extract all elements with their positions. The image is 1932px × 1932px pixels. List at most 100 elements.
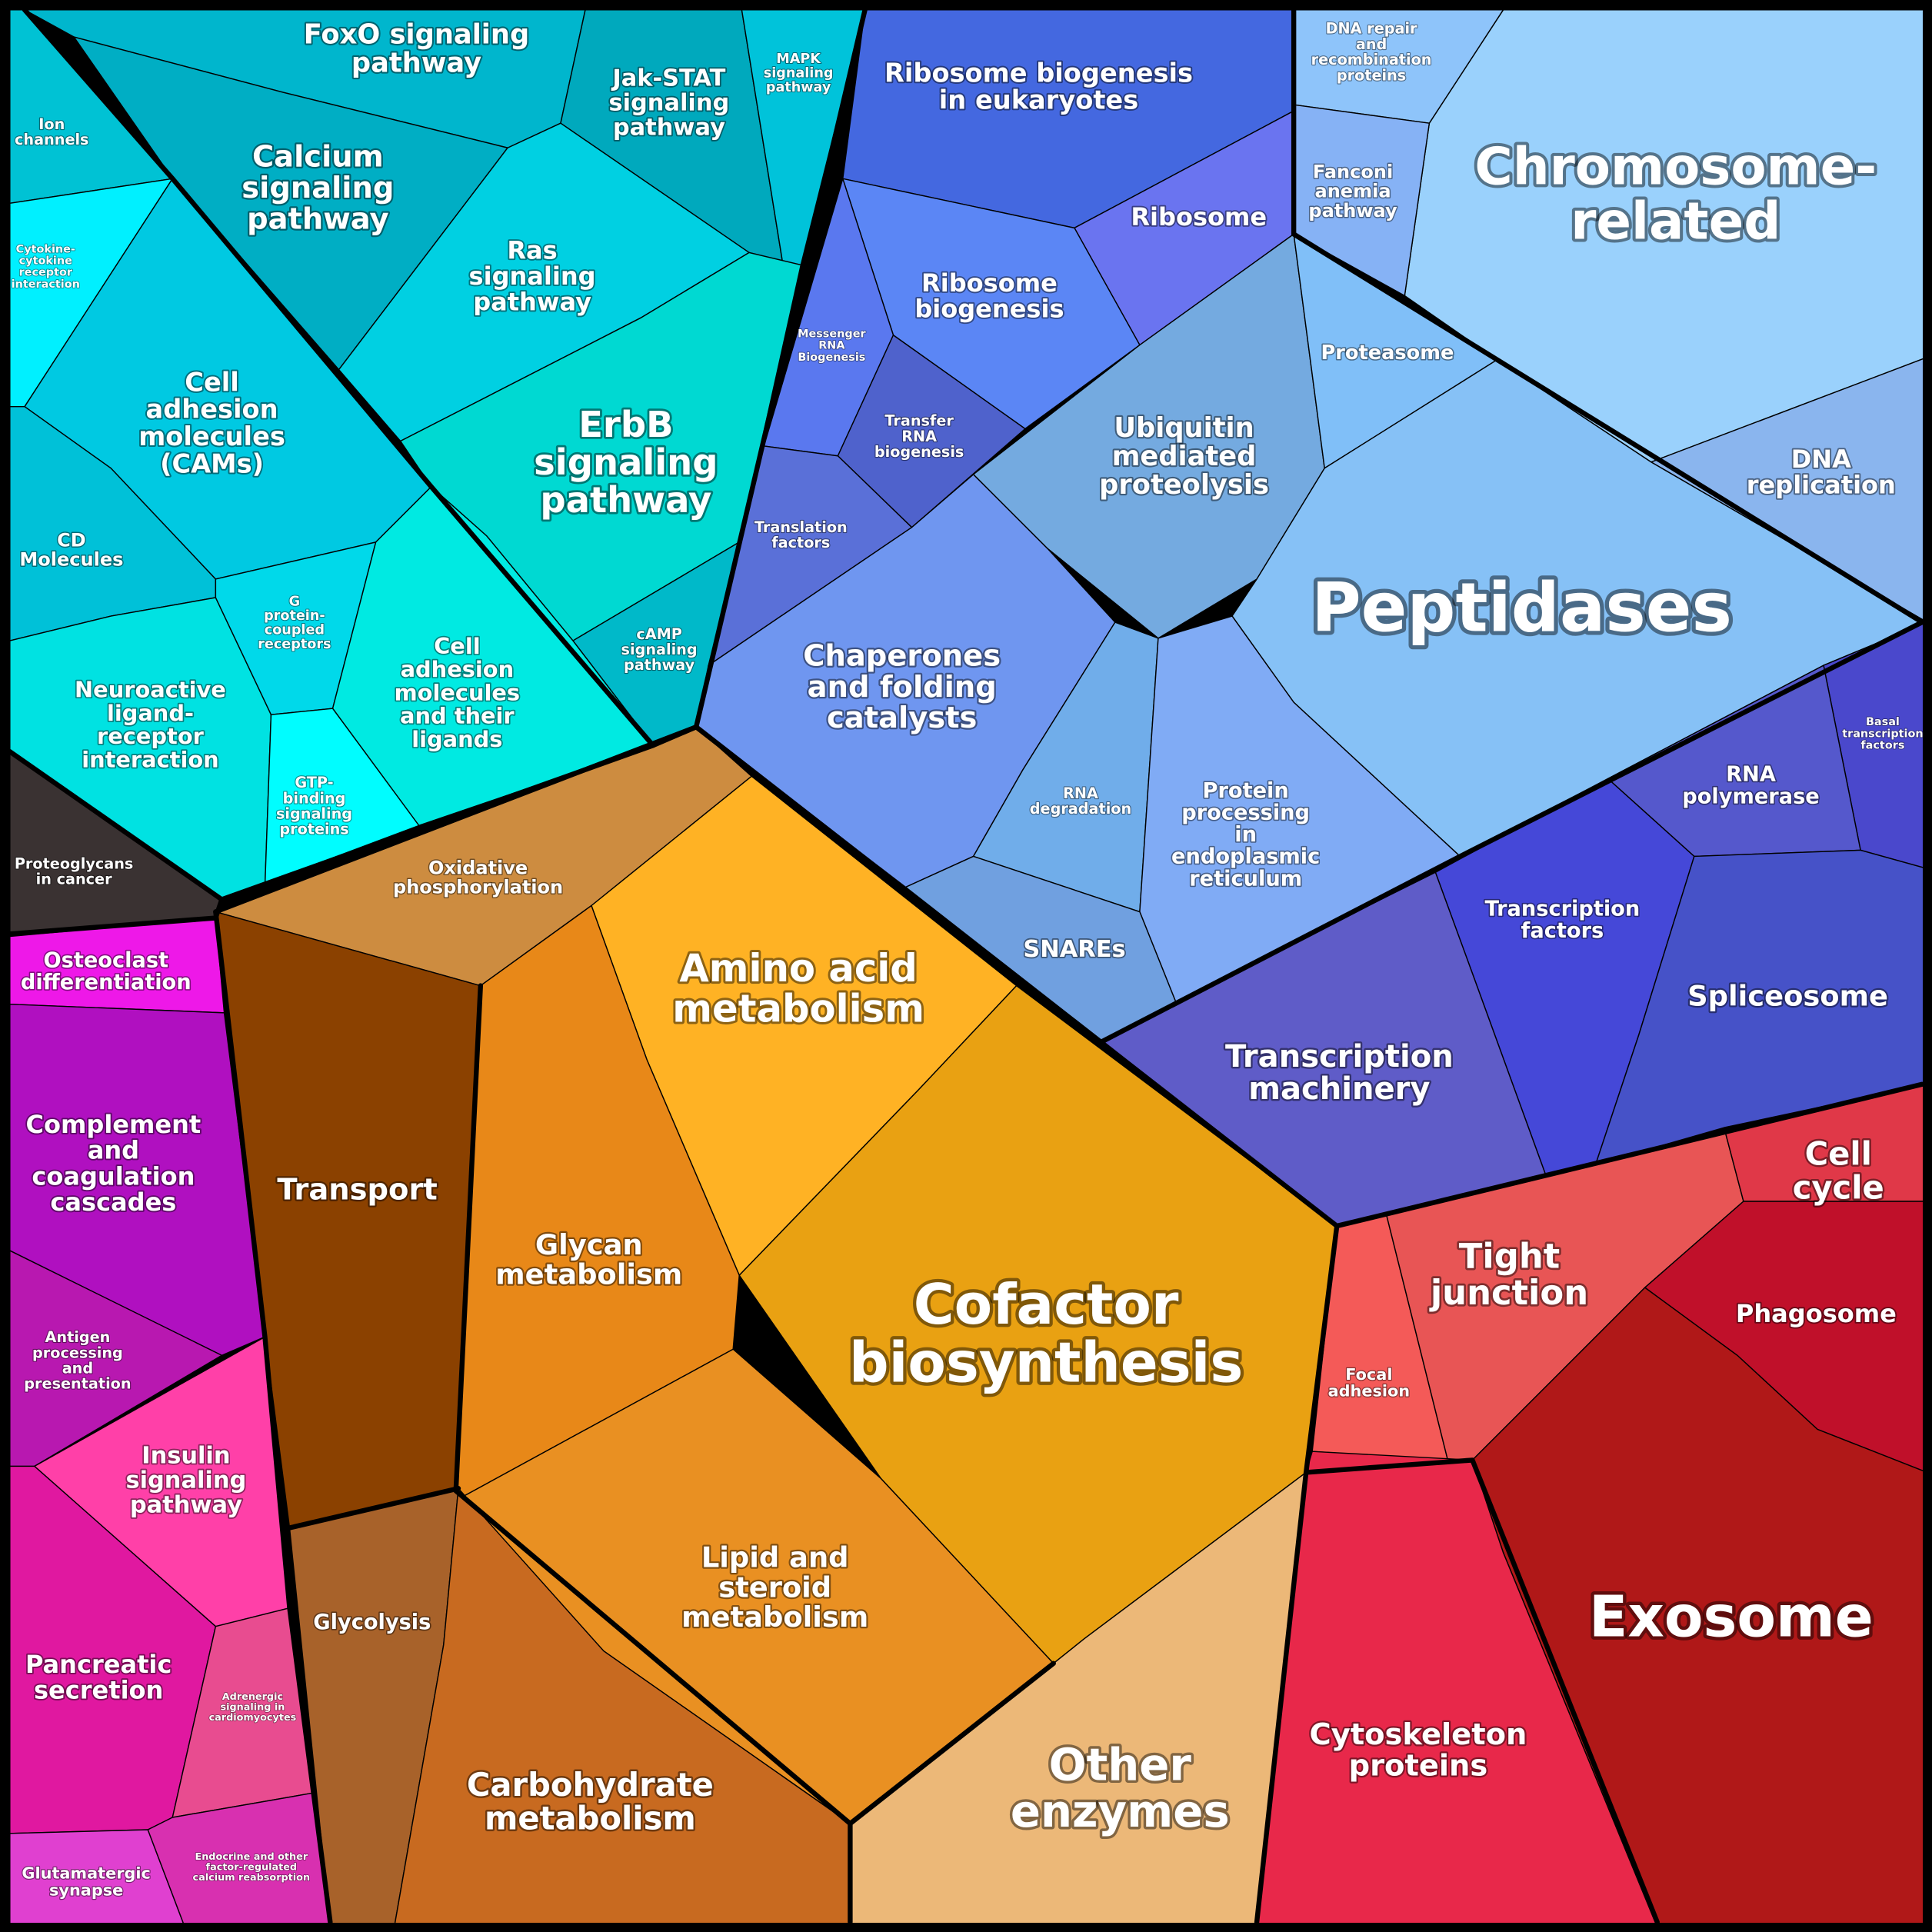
label-line: Complement: [26, 1110, 202, 1139]
border: [453, 983, 1056, 1827]
label-line: pathway: [473, 288, 591, 317]
label-line: Cytokine-: [16, 243, 75, 255]
label-line: in eukaryotes: [939, 85, 1138, 115]
label-line: Carbohydrate: [467, 1766, 714, 1804]
label-line: RNA: [901, 428, 937, 445]
label-line: presentation: [24, 1375, 131, 1393]
label-line: adhesion: [146, 395, 278, 425]
label-line: secretion: [34, 1675, 163, 1704]
label-line: and their: [400, 703, 515, 729]
label-line: Cell: [434, 633, 480, 659]
label-line: Amino acid: [679, 946, 917, 991]
region-label: Chromosome-related: [1474, 137, 1877, 251]
label-line: ErbB: [578, 404, 673, 445]
label-line: interaction: [82, 747, 219, 773]
region-label: Spliceosome: [1687, 979, 1888, 1012]
label-line: MAPK: [776, 52, 821, 67]
label-line: Endocrine and other: [195, 1851, 308, 1863]
label-line: cardiomyocytes: [209, 1712, 297, 1724]
region-label: Ribosome biogenesis in eukaryotes: [884, 58, 1193, 115]
region-label: RNA degradation: [1030, 784, 1131, 818]
label-line: signaling: [276, 805, 352, 823]
region-label: Phagosome: [1736, 1299, 1897, 1328]
label-line: pathway: [130, 1492, 242, 1519]
label-line: steroid: [718, 1571, 831, 1604]
region-label: Cell cycle: [1793, 1135, 1884, 1207]
label-line: biosynthesis: [849, 1331, 1243, 1395]
region-label: Adrenergic signaling in cardiomyocytes: [209, 1691, 297, 1724]
border: [22, 7, 656, 748]
label-line: binding: [283, 789, 346, 807]
border: [693, 7, 868, 730]
label-line: SNAREs: [1023, 936, 1125, 963]
border: [287, 1486, 461, 1531]
label-line: Cofactor: [914, 1273, 1179, 1337]
label-line: signaling: [469, 261, 596, 291]
label-line: RNA: [1726, 763, 1776, 787]
border: [1100, 619, 1925, 1044]
label-line: Proteasome: [1321, 341, 1454, 365]
region-label: Glycolysis: [313, 1611, 431, 1634]
label-line: signaling: [242, 171, 394, 205]
cells: [9, 9, 1929, 1928]
label-line: Cell: [185, 367, 239, 397]
label-line: synapse: [49, 1881, 123, 1900]
region-label: Cell adhesion molecules (CAMs): [138, 367, 285, 478]
label-line: in cancer: [36, 870, 112, 888]
label-line: Chaperones: [803, 638, 1001, 673]
region-label: Focal adhesion: [1328, 1365, 1411, 1401]
region-label: Jak-STAT signaling pathway: [609, 65, 730, 142]
label-line: catalysts: [827, 701, 977, 735]
label-line: anemia: [1315, 181, 1391, 202]
label-line: Ion: [38, 115, 65, 133]
label-line: processing: [32, 1344, 123, 1361]
region-label: Neuroactive ligand-receptor interaction: [75, 677, 226, 773]
region-label: Osteoclast differentiation: [21, 949, 192, 995]
region-label: Cell adhesion molecules and their ligands: [395, 633, 520, 752]
label-line: ligands: [411, 726, 502, 752]
region-label: Cofactor biosynthesis: [849, 1273, 1243, 1396]
label-line: metabolism: [495, 1258, 682, 1291]
label-line: Molecules: [19, 549, 123, 571]
region-label: Glycan metabolism: [495, 1228, 682, 1291]
label-line: Transcription: [1485, 897, 1641, 921]
label-line: and: [88, 1136, 139, 1165]
label-line: factors: [1860, 739, 1904, 751]
label-line: related: [1571, 191, 1780, 251]
label-line: pathway: [247, 202, 389, 236]
label-line: biogenesis: [874, 443, 964, 461]
border: [213, 909, 333, 1925]
label-line: and: [1356, 35, 1387, 53]
region-label: GTP-binding signaling proteins: [276, 774, 352, 838]
region-label: Basal transcription factors: [1842, 716, 1923, 751]
label-line: Cell: [1805, 1135, 1872, 1173]
label-line: Transcription: [1225, 1039, 1454, 1074]
label-line: degradation: [1030, 800, 1131, 818]
region-label: Lipid and steroid metabolism: [681, 1541, 868, 1634]
label-line: Other: [1049, 1738, 1192, 1790]
label-line: proteins: [1349, 1749, 1488, 1784]
label-line: Lipid and: [701, 1541, 849, 1574]
label-line: Insulin: [142, 1443, 230, 1470]
label-line: cascades: [50, 1188, 176, 1217]
label-line: Neuroactive: [75, 677, 226, 703]
label-line: and folding: [808, 670, 997, 705]
region-label: MAPK signaling pathway: [764, 52, 834, 95]
label-line: Phagosome: [1736, 1299, 1897, 1328]
region-label: Ribosome biogenesis: [914, 268, 1064, 324]
region-label: Endocrine and other factor-regulated calci…: [193, 1851, 311, 1884]
label-line: proteins: [279, 821, 348, 838]
label-line: proteins: [1337, 66, 1406, 84]
region-label: Other enzymes: [1011, 1738, 1230, 1837]
label-line: signaling: [621, 641, 698, 658]
label-line: junction: [1429, 1272, 1588, 1313]
label-line: Antigen: [45, 1328, 111, 1346]
region-label: Ion channels: [15, 115, 88, 148]
label-line: FoxO signaling: [304, 18, 529, 50]
label-line: replication: [1747, 471, 1896, 500]
label-line: factors: [1521, 919, 1604, 943]
label-line: signaling: [609, 90, 730, 117]
label-line: pathway: [624, 656, 695, 674]
